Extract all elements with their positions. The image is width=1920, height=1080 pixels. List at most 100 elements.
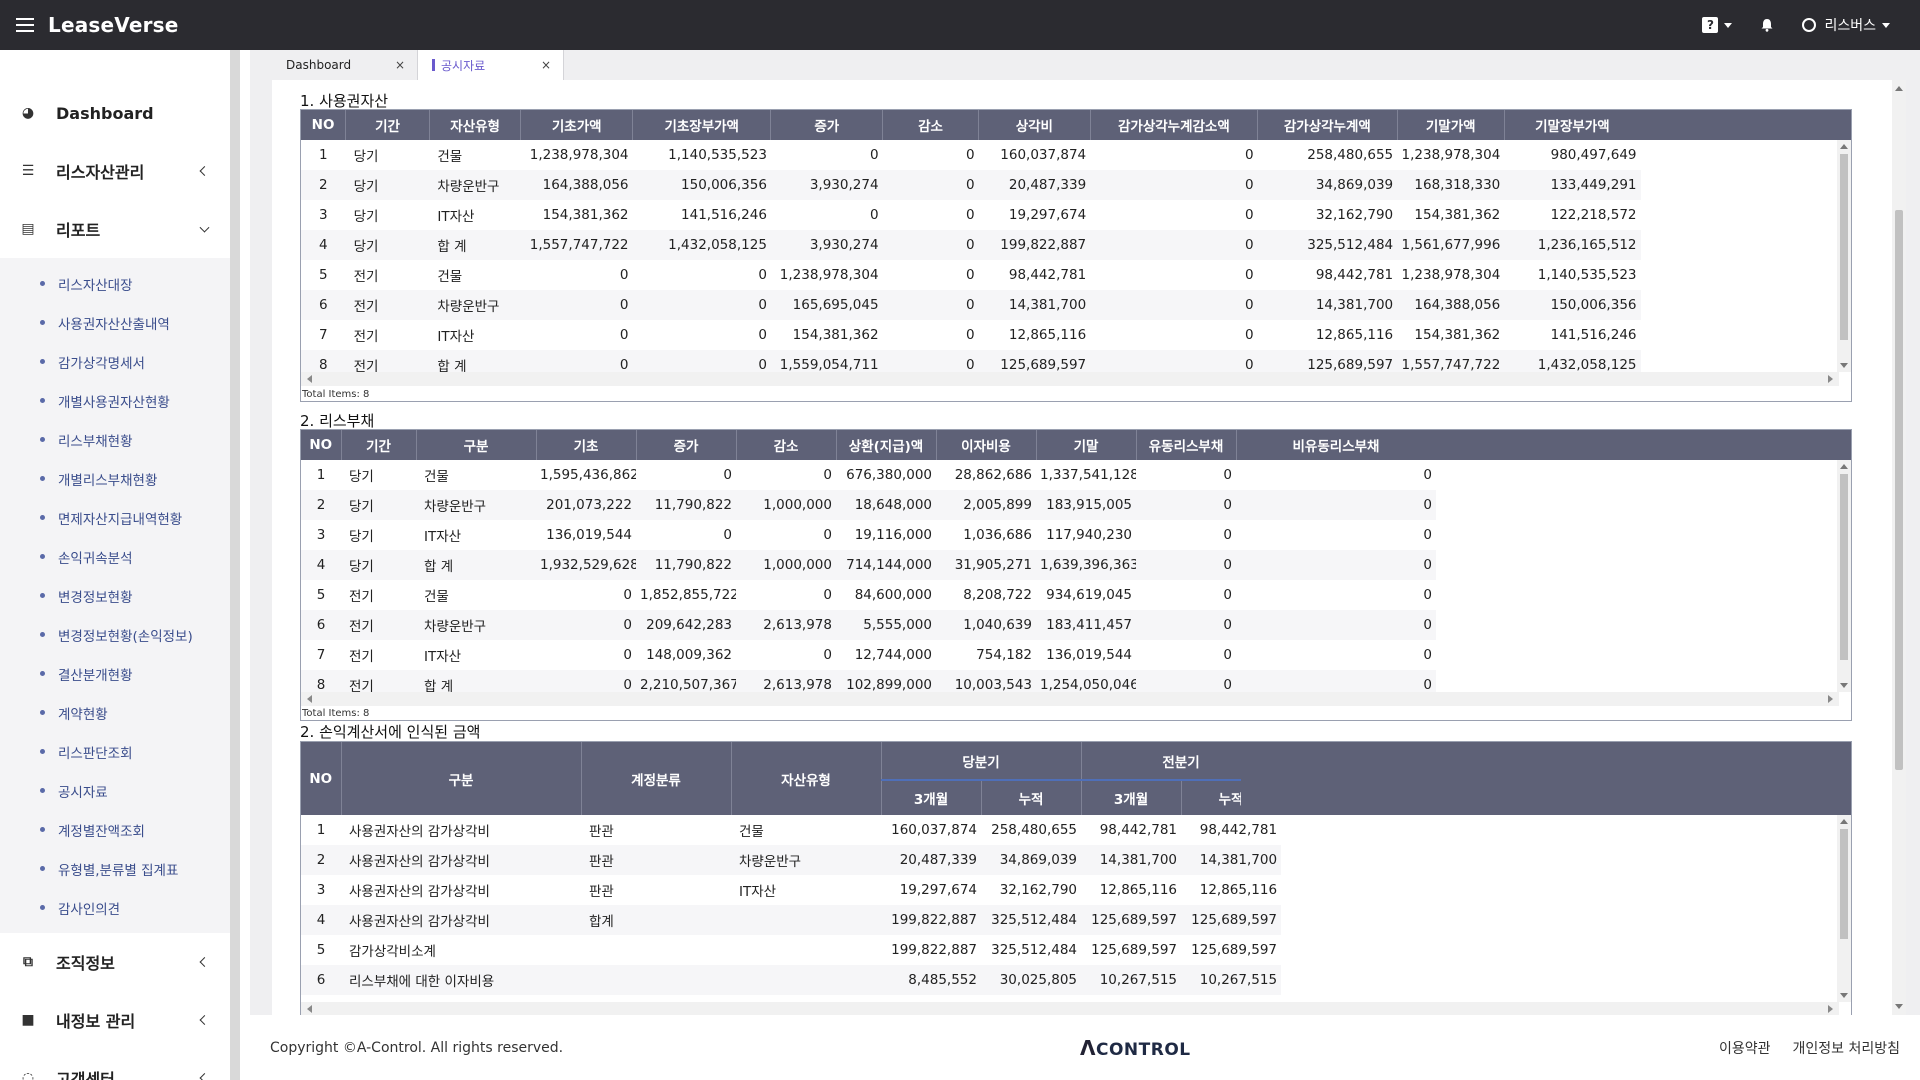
scroll-up-icon[interactable] [1840,819,1848,824]
table-row[interactable]: 2 당기 차량운반구 201,073,222 11,790,822 1,000,000 18… [301,490,1436,520]
column-header[interactable]: 기초장부가액 [632,110,772,140]
column-header[interactable]: 3개월 [1081,780,1182,815]
tab-disclosure[interactable]: 공시자료 × [418,50,564,80]
scroll-thumb[interactable] [1840,474,1848,660]
column-header[interactable]: 감소 [736,430,837,460]
submenu-item[interactable]: 사용권자산산출내역 [0,303,230,342]
submenu-item[interactable]: 계정별잔액조회 [0,810,230,849]
table-row[interactable]: 4 사용권자산의 감가상각비 합계 199,822,887 325,512,484 125… [301,905,1282,935]
scroll-up-icon[interactable] [1840,144,1848,149]
column-header[interactable]: NO [301,430,342,460]
submenu-item[interactable]: 유형별,분류별 집계표 [0,849,230,888]
submenu-item[interactable]: 계약현황 [0,693,230,732]
column-header[interactable]: 이자비용 [936,430,1037,460]
table-row[interactable]: 6 리스부채에 대한 이자비용 8,485,552 30,025,805 10,267,… [301,965,1282,995]
sidebar-item-reports[interactable]: ▤ 리포트 [0,200,230,258]
table-row[interactable]: 1 당기 건물 1,595,436,862 0 0 676,380,000 28,862,68… [301,460,1436,490]
scroll-right-icon[interactable] [1828,375,1833,383]
column-header[interactable]: 기초 [536,430,637,460]
column-header[interactable]: 증가 [770,110,884,140]
column-header[interactable]: 기말가액 [1397,110,1505,140]
submenu-item[interactable]: 감가상각명세서 [0,342,230,381]
scroll-thumb[interactable] [1895,210,1903,770]
table-row[interactable]: 4 당기 합 계 1,557,747,722 1,432,058,125 3,930,27… [301,230,1641,260]
scroll-up-icon[interactable] [1895,86,1903,91]
submenu-item[interactable]: 개별사용권자산현황 [0,381,230,420]
submenu-item[interactable]: 감사인의견 [0,888,230,927]
page-vscroll[interactable] [1892,80,1906,1015]
scroll-up-icon[interactable] [1840,464,1848,469]
scroll-left-icon[interactable] [307,1005,312,1013]
close-icon[interactable]: × [394,58,405,72]
table-row[interactable]: 6 전기 차량운반구 0 0 165,695,045 0 14,381,700 0 14,381,… [301,290,1641,320]
sidebar-item-lease-assets[interactable]: ☰ 리스자산관리 [0,142,230,200]
column-header[interactable]: 기말장부가액 [1504,110,1642,140]
table-row[interactable]: 4 당기 합 계 1,932,529,628 11,790,822 1,000,000 71… [301,550,1436,580]
terms-link[interactable]: 이용약관 [1718,1040,1771,1057]
table-row[interactable]: 7 전기 IT자산 0 148,009,362 0 12,744,000 754,182 136… [301,640,1436,670]
table-row[interactable]: 3 사용권자산의 감가상각비 판관 IT자산 19,297,674 32,162,790 1… [301,875,1281,905]
column-header[interactable]: 3개월 [881,780,982,815]
column-header[interactable]: 누적 [981,780,1082,815]
submenu-item[interactable]: 손익귀속분석 [0,537,230,576]
table-row[interactable]: 3 당기 IT자산 154,381,362 141,516,246 0 0 19,297,67… [301,200,1641,230]
table-row[interactable]: 2 당기 차량운반구 164,388,056 150,006,356 3,930,274 0… [301,170,1641,200]
submenu-item[interactable]: 리스판단조회 [0,732,230,771]
column-header[interactable]: 감소 [882,110,980,140]
scroll-left-icon[interactable] [307,695,312,703]
column-header[interactable]: 기초가액 [520,110,634,140]
submenu-item[interactable]: 개별리스부채현황 [0,459,230,498]
scroll-thumb[interactable] [1840,154,1848,340]
column-header[interactable]: NO [301,742,342,815]
sidebar-item-dashboard[interactable]: ◕ Dashboard [0,84,230,142]
table-row[interactable]: 6 전기 차량운반구 0 209,642,283 2,613,978 5,555,000 1,… [301,610,1436,640]
lease-liability-hscroll[interactable] [301,692,1839,706]
scroll-left-icon[interactable] [307,375,312,383]
column-header[interactable]: 계정분류 [581,742,732,815]
column-header[interactable]: 상환(지급)액 [836,430,937,460]
user-menu[interactable]: 리스버스 [1802,15,1890,35]
column-header[interactable]: 감가상각누계액 [1257,110,1398,140]
column-header[interactable]: NO [301,110,347,140]
column-header[interactable]: 자산유형 [731,742,882,815]
submenu-item[interactable]: 변경정보현황(손익정보) [0,615,230,654]
column-header[interactable]: 기간 [345,110,430,140]
rou-assets-vscroll[interactable] [1837,140,1851,372]
table-row[interactable]: 5 전기 건물 0 0 1,238,978,304 0 98,442,781 0 98,442,7… [301,260,1641,290]
submenu-item[interactable]: 결산분개현황 [0,654,230,693]
menu-icon[interactable] [16,18,34,32]
column-header[interactable]: 구분 [416,430,537,460]
table-row[interactable]: 2 사용권자산의 감가상각비 판관 차량운반구 20,487,339 34,869,039… [301,845,1282,875]
column-header[interactable]: 감가상각누계감소액 [1090,110,1259,140]
submenu-item[interactable]: 리스자산대장 [0,264,230,303]
scroll-down-icon[interactable] [1840,683,1848,688]
table-row[interactable]: 3 당기 IT자산 136,019,544 0 0 19,116,000 1,036,686 1… [301,520,1436,550]
sidebar-item-support[interactable]: ◌ 고객센터 [0,1049,230,1080]
scroll-down-icon[interactable] [1840,363,1848,368]
scroll-down-icon[interactable] [1895,1004,1903,1009]
income-statement-hscroll[interactable] [301,1002,1839,1015]
scroll-thumb[interactable] [1840,829,1848,939]
table-row[interactable]: 1 사용권자산의 감가상각비 판관 건물 160,037,874 258,480,655 9… [301,815,1281,845]
submenu-item[interactable]: 공시자료 [0,771,230,810]
table-row[interactable]: 1 당기 건물 1,238,978,304 1,140,535,523 0 0 160,037… [301,140,1641,170]
rou-assets-hscroll[interactable] [301,372,1839,386]
help-menu[interactable]: ? [1702,17,1733,33]
column-header[interactable]: 자산유형 [429,110,522,140]
tab-dashboard[interactable]: Dashboard × [272,50,418,80]
scroll-down-icon[interactable] [1840,993,1848,998]
scroll-right-icon[interactable] [1828,695,1833,703]
scroll-right-icon[interactable] [1828,1005,1833,1013]
table-row[interactable]: 7 전기 IT자산 0 0 154,381,362 0 12,865,116 0 12,865,1… [301,320,1641,350]
sidebar-item-organization[interactable]: ⧉ 조직정보 [0,933,230,991]
privacy-link[interactable]: 개인정보 처리방침 [1792,1040,1901,1057]
submenu-item[interactable]: 면제자산지급내역현황 [0,498,230,537]
column-header[interactable]: 상각비 [978,110,1091,140]
sidebar-item-my-info[interactable]: ■ 내정보 관리 [0,991,230,1049]
lease-liability-vscroll[interactable] [1837,460,1851,692]
bell-icon[interactable] [1760,18,1774,32]
submenu-item[interactable]: 리스부채현황 [0,420,230,459]
table-row[interactable]: 5 감가상각비소계 199,822,887 325,512,484 125,689,59… [301,935,1281,965]
column-header[interactable]: 기말 [1036,430,1137,460]
close-icon[interactable]: × [540,58,551,72]
